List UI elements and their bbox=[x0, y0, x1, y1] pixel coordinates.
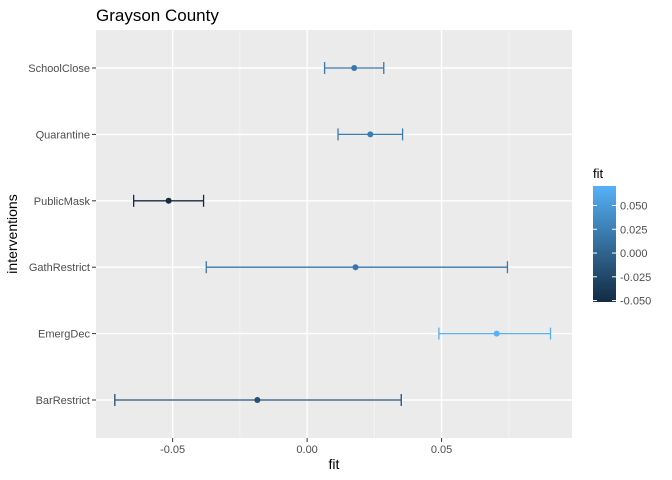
y-tick-label: GathRestrict bbox=[29, 262, 90, 274]
y-tick-label: BarRestrict bbox=[36, 395, 90, 407]
legend-tick-label: 0.000 bbox=[620, 248, 648, 260]
data-marks bbox=[114, 62, 552, 406]
x-tick-label: -0.05 bbox=[160, 444, 185, 456]
legend-tick-label: -0.025 bbox=[620, 272, 651, 284]
legend-ticks: 0.050 0.025 0.000 -0.025 -0.050 bbox=[593, 200, 651, 308]
legend-tick-label: -0.050 bbox=[620, 296, 651, 308]
chart-title: Grayson County bbox=[96, 6, 219, 25]
y-axis-title: interventions bbox=[4, 194, 20, 273]
plot-panel bbox=[96, 30, 572, 438]
y-tick-label: SchoolClose bbox=[28, 63, 90, 75]
legend-tick-label: 0.050 bbox=[620, 200, 648, 212]
x-axis: -0.05 0.00 0.05 bbox=[160, 438, 452, 456]
point-Quarantine bbox=[367, 131, 374, 138]
y-axis: SchoolClose Quarantine PublicMask GathRestr… bbox=[28, 63, 96, 407]
y-tick-label: Quarantine bbox=[36, 129, 90, 141]
errorbar-BarRestrict bbox=[114, 394, 402, 406]
legend: fit 0.050 0.025 0.000 -0.025 -0.050 bbox=[593, 166, 651, 308]
x-tick-label: 0.00 bbox=[296, 444, 317, 456]
legend-colorbar bbox=[593, 186, 616, 302]
x-axis-title: fit bbox=[329, 456, 340, 472]
errorbar-Quarantine bbox=[337, 128, 404, 141]
x-tick-label: 0.05 bbox=[431, 444, 452, 456]
point-GathRestrict bbox=[352, 264, 359, 271]
y-tick-label: PublicMask bbox=[34, 196, 91, 208]
errorbar-PublicMask bbox=[132, 194, 205, 207]
point-EmergDec bbox=[493, 330, 500, 337]
point-SchoolClose bbox=[351, 65, 358, 71]
errorbar-SchoolClose bbox=[323, 62, 385, 74]
y-tick-label: EmergDec bbox=[38, 329, 90, 341]
point-PublicMask bbox=[165, 197, 172, 204]
errorbar-GathRestrict bbox=[205, 261, 509, 274]
legend-title: fit bbox=[593, 166, 604, 181]
legend-tick-label: 0.025 bbox=[620, 224, 648, 236]
point-BarRestrict bbox=[254, 397, 261, 403]
errorbar-EmergDec bbox=[438, 327, 552, 340]
